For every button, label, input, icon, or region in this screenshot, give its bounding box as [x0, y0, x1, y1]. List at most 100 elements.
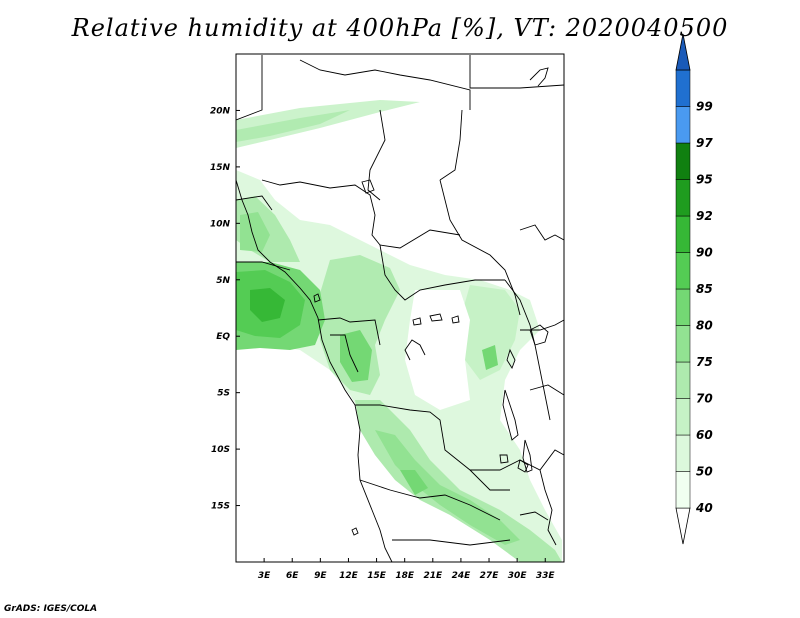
- lon-tick-label: 9E: [314, 571, 327, 581]
- lon-tick-label: 12E: [339, 571, 359, 581]
- colorbar-segment: [675, 142, 691, 180]
- coastline-guinea: [236, 261, 291, 271]
- lat-tick-label: 20N: [210, 106, 231, 116]
- humidity-area-east-congo-core: [482, 345, 498, 370]
- humidity-area-dry-congo: [405, 290, 470, 410]
- credit-text: GrADS: IGES/COLA: [4, 604, 98, 614]
- colorbar-label: 80: [696, 319, 713, 333]
- lat-tick-label: 5N: [216, 276, 230, 286]
- colorbar-segment: [675, 398, 691, 436]
- colorbar-label: 99: [696, 100, 713, 114]
- lon-axis: 3E 6E 9E 12E 15E 18E 21E 24E 27E 30E 33E: [258, 558, 556, 581]
- lat-tick-label: 15S: [211, 502, 230, 512]
- colorbar: 40 50 60 70 75 80 85 90 92 95 97 99: [675, 33, 713, 545]
- colorbar-label: 95: [696, 173, 713, 187]
- humidity-area-angola-core: [375, 430, 520, 545]
- humidity-area-congo: [318, 255, 400, 395]
- chart-title: Relative humidity at 400hPa [%], VT: 202…: [71, 14, 729, 42]
- colorbar-segment: [675, 69, 691, 107]
- border-sudan-2: [519, 224, 564, 241]
- colorbar-label: 90: [696, 246, 713, 260]
- colorbar-label: 92: [696, 209, 713, 223]
- border-car: [379, 244, 505, 301]
- small-lake-2: [429, 313, 443, 322]
- lon-tick-label: 18E: [395, 571, 415, 581]
- humidity-area-guinea-peak: [250, 288, 285, 322]
- colorbar-segment: [675, 434, 691, 472]
- small-lake-3: [451, 315, 460, 324]
- lat-axis: 20N 15N 10N 5N EQ 5S 10S 15S: [210, 106, 240, 512]
- lat-tick-label: 5S: [217, 389, 230, 399]
- island-bioko: [313, 293, 321, 303]
- humidity-area-east-congo: [460, 285, 520, 380]
- humidity-area-angola-peak: [400, 470, 428, 495]
- border-sahel-1: [261, 179, 461, 249]
- colorbar-label: 50: [696, 465, 713, 479]
- lake-tanganyika: [502, 389, 519, 441]
- border-cameroon: [317, 317, 381, 346]
- colorbar-label: 75: [696, 355, 713, 369]
- lake-east-1: [506, 348, 516, 370]
- border-gabon: [330, 334, 359, 373]
- river-congo: [404, 339, 426, 361]
- map-frame: [235, 53, 565, 563]
- humidity-area-sahel-inner: [236, 110, 350, 142]
- colorbar-label: 85: [696, 282, 713, 296]
- colorbar-segment: [675, 252, 691, 290]
- lon-tick-label: 30E: [508, 571, 528, 581]
- border-namibia: [392, 539, 511, 546]
- lat-tick-label: 10N: [210, 219, 231, 229]
- humidity-area-congo-core: [340, 330, 372, 382]
- small-lake-1: [412, 317, 422, 326]
- humidity-area-sahel-band: [236, 100, 420, 148]
- colorbar-segment: [675, 288, 691, 326]
- border-sudan-1: [439, 109, 463, 181]
- colorbar-segment: [675, 215, 691, 253]
- lat-tick-label: 15N: [210, 163, 231, 173]
- border-zambia: [470, 449, 564, 471]
- border-congo-south: [355, 404, 510, 491]
- island-sw: [351, 527, 359, 536]
- lon-tick-label: 27E: [480, 571, 500, 581]
- colorbar-segment: [675, 471, 691, 509]
- lake-east-2: [517, 459, 529, 473]
- colorbar-segment: [675, 361, 691, 399]
- border-north-4: [367, 109, 386, 201]
- border-north-1: [236, 55, 263, 121]
- colorbar-low-arrow: [675, 507, 691, 545]
- border-mozambique: [539, 469, 557, 546]
- border-north-3: [469, 55, 564, 89]
- lon-tick-label: 21E: [423, 571, 443, 581]
- humidity-shading: [236, 100, 562, 562]
- humidity-area-angola: [355, 400, 562, 562]
- lake-east-3: [499, 454, 509, 464]
- humidity-area-west-africa: [236, 170, 562, 562]
- colorbar-label: 97: [696, 136, 713, 150]
- colorbar-segment: [675, 179, 691, 217]
- lake-victoria: [529, 324, 549, 346]
- coast-south-east: [519, 511, 549, 521]
- colorbar-segment: [675, 106, 691, 144]
- lon-tick-label: 33E: [536, 571, 556, 581]
- lake-chad: [361, 179, 375, 194]
- borders: [236, 55, 564, 562]
- coast-sinai: [529, 67, 549, 87]
- coastline-west: [236, 179, 393, 562]
- lon-tick-label: 6E: [286, 571, 299, 581]
- colorbar-high-arrow: [675, 33, 691, 71]
- lake-malawi: [522, 439, 533, 473]
- border-east-3: [529, 384, 564, 396]
- lat-tick-label: 10S: [211, 445, 230, 455]
- border-north-2: [299, 59, 471, 110]
- lon-tick-label: 3E: [258, 571, 271, 581]
- colorbar-segment: [675, 325, 691, 363]
- humidity-area-dry-angola: [358, 470, 420, 530]
- colorbar-label: 60: [696, 428, 713, 442]
- lat-tick-label: EQ: [216, 332, 230, 342]
- lon-tick-label: 24E: [452, 571, 472, 581]
- border-sahel-2: [236, 195, 273, 211]
- humidity-area-nigeria-inner: [240, 212, 270, 252]
- border-angola: [359, 479, 501, 521]
- colorbar-label: 40: [695, 501, 713, 515]
